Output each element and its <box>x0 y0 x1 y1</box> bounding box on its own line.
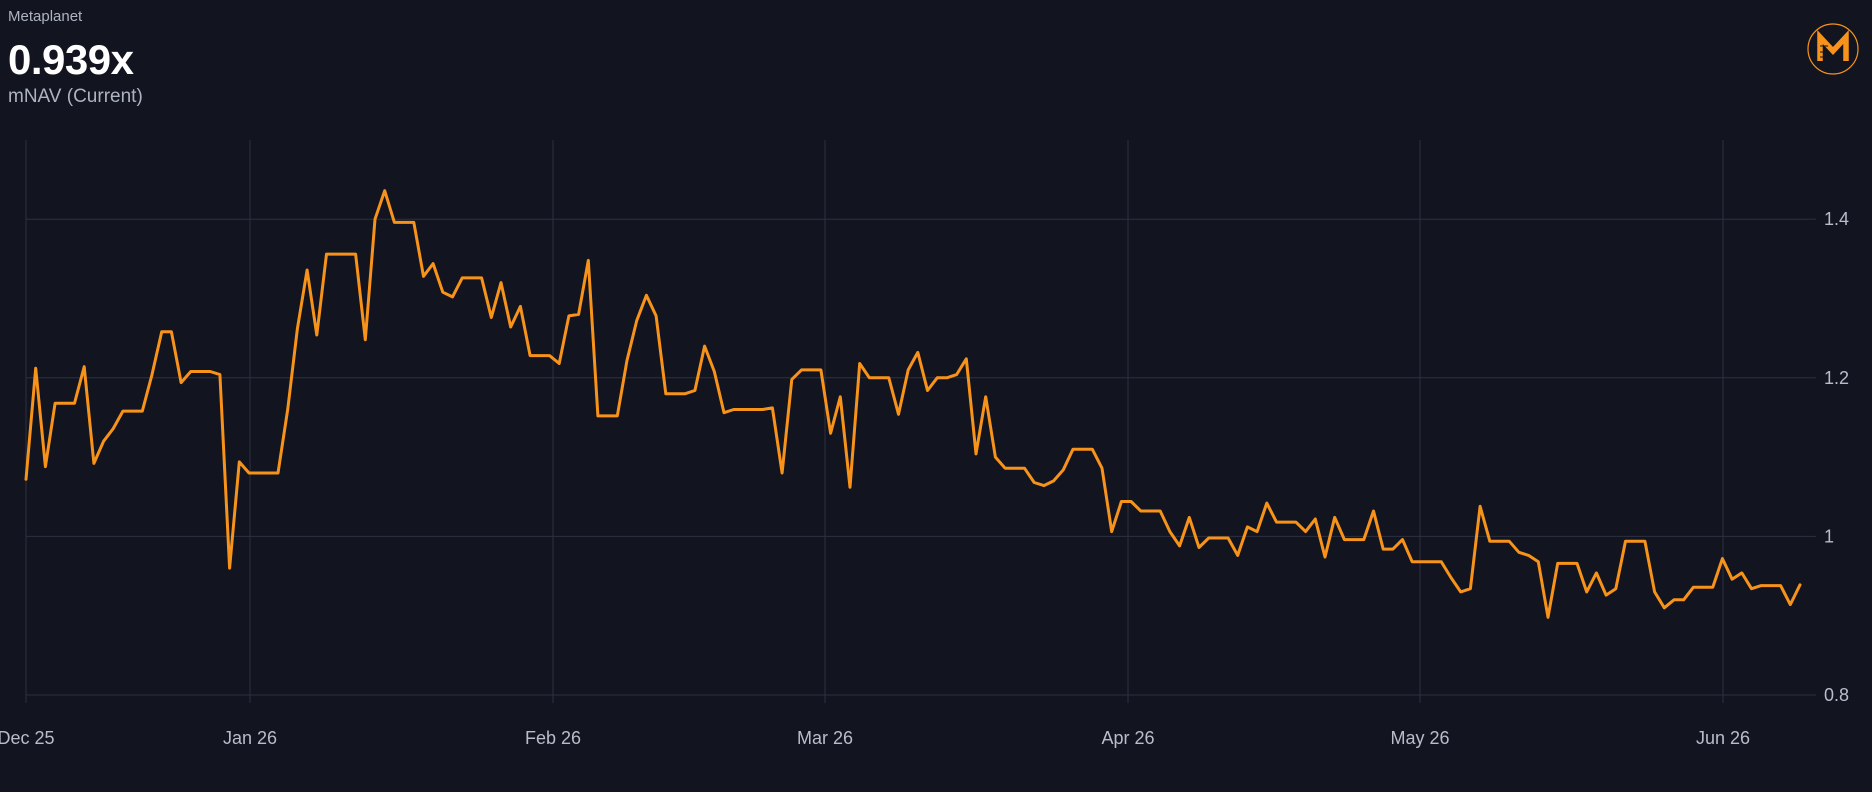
x-tick-label: Feb 26 <box>525 728 581 748</box>
x-tick-label: Mar 26 <box>797 728 853 748</box>
x-tick-label: Dec 25 <box>0 728 55 748</box>
y-tick-label: 1.2 <box>1824 368 1849 388</box>
header: Metaplanet 0.939x mNAV (Current) <box>8 8 143 108</box>
x-tick-label: Jan 26 <box>223 728 277 748</box>
x-tick-label: May 26 <box>1390 728 1449 748</box>
y-tick-label: 1 <box>1824 526 1834 546</box>
mnav-series-line <box>24 189 1802 619</box>
company-name: Metaplanet <box>8 8 83 25</box>
metaplanet-logo-icon <box>1807 23 1859 75</box>
y-tick-label: 0.8 <box>1824 685 1849 705</box>
mnav-value: 0.939x <box>8 36 134 83</box>
x-tick-label: Jun 26 <box>1696 728 1750 748</box>
metric-label: mNAV (Current) <box>8 86 143 107</box>
x-tick-label: Apr 26 <box>1101 728 1154 748</box>
y-tick-label: 1.4 <box>1824 209 1849 229</box>
